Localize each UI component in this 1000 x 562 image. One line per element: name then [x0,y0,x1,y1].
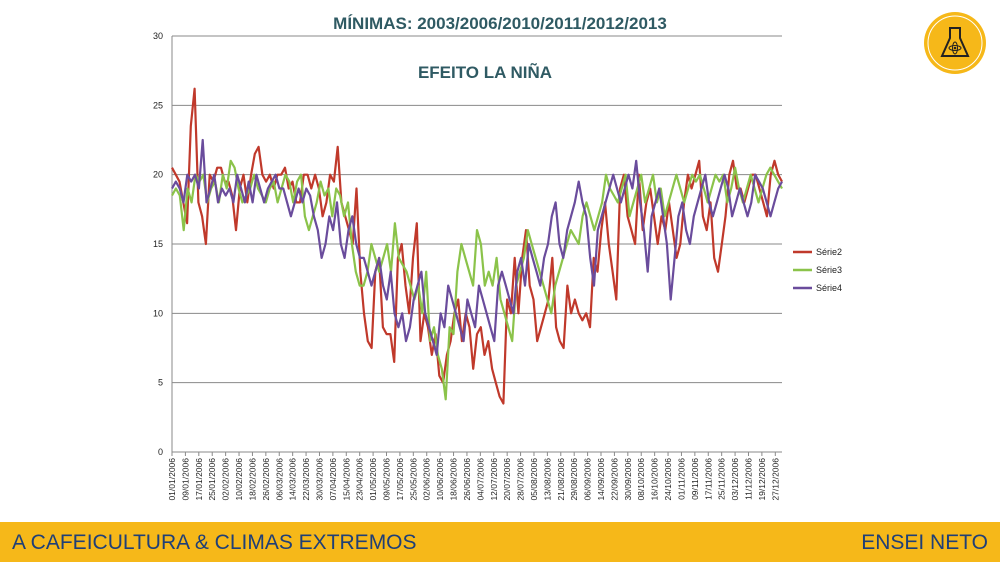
chart-title: EFEITO LA NIÑA [418,62,552,82]
x-tick-label: 26/06/2006 [462,458,472,501]
x-tick-label: 25/11/2006 [717,458,727,500]
x-tick-label: 16/10/2006 [650,458,660,501]
footer-title: A CAFEICULTURA & CLIMAS EXTREMOS [12,531,417,554]
x-tick-label: 11/12/2006 [743,458,753,500]
x-tick-label: 21/08/2006 [556,458,566,501]
y-tick-label: 0 [158,447,163,457]
x-tick-label: 05/08/2006 [529,458,539,501]
x-tick-label: 14/09/2006 [596,458,606,501]
x-tick-label: 26/02/2006 [261,458,271,501]
x-tick-label: 04/07/2006 [475,458,485,501]
x-tick-label: 01/05/2006 [368,458,378,501]
x-tick-label: 17/11/2006 [703,458,713,500]
x-tick-label: 20/07/2006 [502,458,512,501]
x-tick-label: 17/01/2006 [194,458,204,501]
x-tick-label: 27/12/2006 [770,458,780,501]
series-line-1 [171,87,783,405]
x-tick-label: 06/09/2006 [583,458,593,501]
series-line-2 [171,159,783,401]
x-tick-label: 01/11/2006 [676,458,686,500]
x-tick-label: 23/04/2006 [355,458,365,501]
flask-atom-logo-icon [924,12,986,74]
x-tick-label: 25/05/2006 [408,458,418,501]
y-tick-label: 15 [153,239,163,249]
x-tick-label: 22/09/2006 [609,458,619,501]
x-tick-label: 25/01/2006 [207,458,217,501]
y-tick-label: 30 [153,31,163,41]
x-tick-label: 30/03/2006 [314,458,324,501]
x-tick-label: 12/07/2006 [489,458,499,501]
x-tick-label: 17/05/2006 [395,458,405,501]
legend: Série2 Série3 Série4 [793,247,842,293]
x-tick-label: 22/03/2006 [301,458,311,501]
x-tick-label: 08/10/2006 [636,458,646,501]
x-tick-label: 07/04/2006 [328,458,338,501]
y-tick-label: 20 [153,170,163,180]
x-tick-label: 09/05/2006 [382,458,392,501]
x-tick-label: 15/04/2006 [341,458,351,501]
x-tick-label: 19/12/2006 [757,458,767,501]
x-tick-label: 24/10/2006 [663,458,673,501]
x-tick-label: 29/08/2006 [569,458,579,501]
series-lines [171,87,783,405]
axes: 0 5 10 15 20 25 30 01/01/2006 09/01/2006 17/01/20… [153,31,780,501]
x-tick-label: 14/03/2006 [288,458,298,501]
x-tick-label: 01/01/2006 [167,458,177,501]
x-tick-label: 02/06/2006 [422,458,432,501]
x-tick-label: 09/11/2006 [690,458,700,500]
y-tick-label: 10 [153,308,163,318]
x-tick-label: 02/02/2006 [221,458,231,501]
x-tick-label: 10/06/2006 [435,458,445,501]
legend-label: Série2 [816,247,842,257]
x-tick-label: 09/01/2006 [180,458,190,501]
x-tick-label: 28/07/2006 [516,458,526,501]
y-tick-label: 25 [153,100,163,110]
x-tick-label: 03/12/2006 [730,458,740,501]
x-tick-label: 13/08/2006 [542,458,552,501]
footer-bar: A CAFEICULTURA & CLIMAS EXTREMOS ENSEI N… [0,522,1000,562]
series-line-3 [171,138,783,356]
x-tick-label: 06/03/2006 [274,458,284,501]
footer-author: ENSEI NETO [861,531,988,554]
x-tick-label: 18/02/2006 [247,458,257,501]
legend-label: Série4 [816,283,842,293]
x-tick-label: 10/02/2006 [234,458,244,501]
slide-title: MÍNIMAS: 2003/2006/2010/2011/2012/2013 [333,14,667,33]
y-tick-label: 5 [158,378,163,388]
x-tick-label: 18/06/2006 [449,458,459,501]
x-tick-label: 30/09/2006 [623,458,633,501]
legend-label: Série3 [816,265,842,275]
